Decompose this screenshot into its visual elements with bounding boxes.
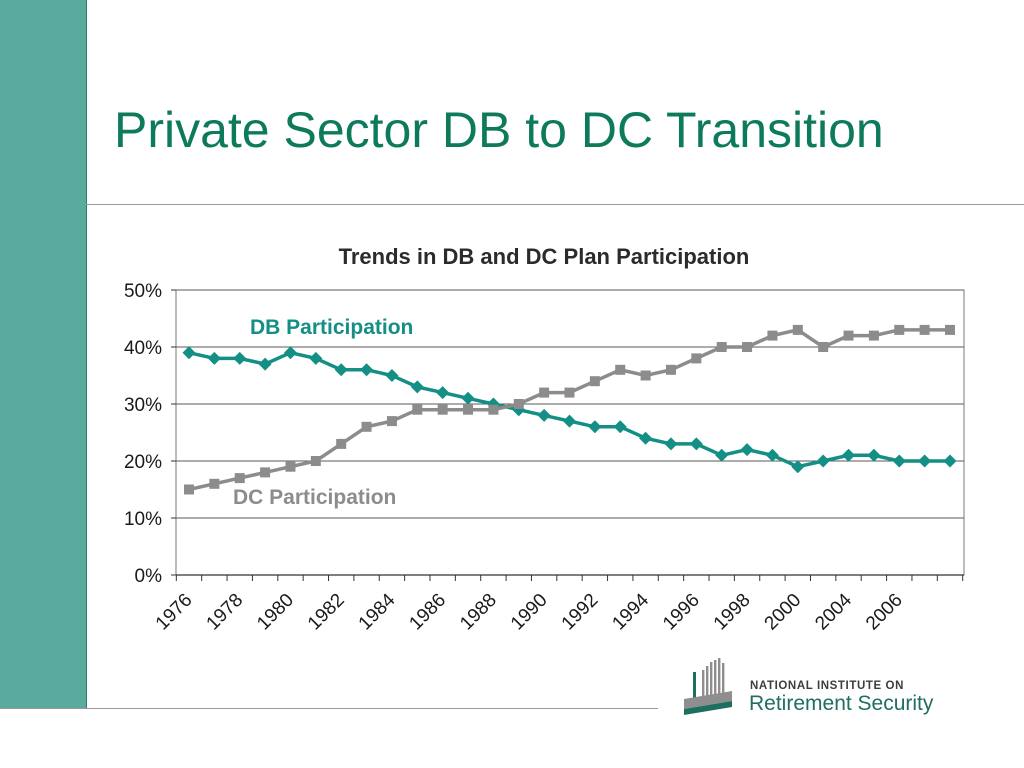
db-data-point xyxy=(334,363,348,377)
dc-data-point xyxy=(209,478,220,489)
footer-divider xyxy=(0,708,658,709)
db-data-point xyxy=(537,408,551,422)
db-data-point xyxy=(715,448,729,462)
x-tick-label: 1982 xyxy=(304,590,349,635)
dc-data-point xyxy=(792,324,803,335)
dc-data-point xyxy=(691,353,702,364)
db-data-point xyxy=(639,431,653,445)
dc-data-point xyxy=(767,330,778,341)
db-data-point xyxy=(816,454,830,468)
dc-data-point xyxy=(615,364,626,375)
chart-series xyxy=(182,324,957,495)
dc-data-point xyxy=(310,456,321,466)
x-tick-label: 1980 xyxy=(253,590,298,635)
db-data-point xyxy=(283,346,297,360)
dc-data-point xyxy=(361,421,372,432)
x-tick-label: 1988 xyxy=(456,590,501,635)
db-data-point xyxy=(664,437,678,451)
dc-data-point xyxy=(742,342,753,352)
x-tick-label: 1998 xyxy=(710,590,755,635)
db-data-point xyxy=(360,363,374,377)
dc-data-point xyxy=(539,387,550,398)
db-data-point xyxy=(892,454,906,468)
dc-data-point xyxy=(513,399,524,409)
dc-participation-label: DC Participation xyxy=(233,486,396,509)
slide-title: Private Sector DB to DC Transition xyxy=(114,102,884,158)
dc-data-point xyxy=(412,404,423,415)
dc-data-point xyxy=(640,370,651,381)
db-data-point xyxy=(182,346,196,360)
dc-data-point xyxy=(184,484,194,495)
dc-data-point xyxy=(234,473,245,484)
dc-data-point xyxy=(260,467,271,478)
dc-data-point xyxy=(716,342,727,352)
dc-data-point xyxy=(843,330,854,341)
dc-data-point xyxy=(589,376,600,387)
nirs-logo: NATIONAL INSTITUTE ON Retirement Securit… xyxy=(680,655,980,725)
x-tick-label: 1976 xyxy=(152,590,197,635)
dc-data-point xyxy=(945,324,955,335)
dc-data-point xyxy=(437,404,448,415)
db-data-point xyxy=(461,391,475,405)
x-tick-label: 1984 xyxy=(355,589,400,634)
y-tick-label: 40% xyxy=(124,338,162,359)
dc-data-point xyxy=(564,387,575,398)
logo-text-retirement-security: Retirement Security xyxy=(749,692,934,715)
db-data-point xyxy=(258,357,272,371)
db-data-point xyxy=(410,380,424,394)
x-tick-label: 2000 xyxy=(761,590,806,635)
db-data-point xyxy=(436,386,450,400)
dc-data-point xyxy=(386,416,397,427)
db-data-point xyxy=(740,443,754,457)
dc-data-point xyxy=(818,342,829,352)
title-divider xyxy=(86,204,1024,205)
x-tick-label: 1986 xyxy=(405,590,450,635)
x-tick-label: 1990 xyxy=(507,590,552,635)
db-data-point xyxy=(943,454,957,468)
dc-data-point xyxy=(868,330,879,341)
dc-data-point xyxy=(488,404,499,415)
y-tick-label: 30% xyxy=(124,395,162,416)
db-data-point xyxy=(689,437,703,451)
building-columns-icon xyxy=(684,658,732,715)
x-tick-label: 1992 xyxy=(558,590,603,635)
x-tick-label: 2006 xyxy=(862,590,907,635)
x-tick-label: 1978 xyxy=(203,590,248,635)
db-data-point xyxy=(867,448,881,462)
y-tick-label: 20% xyxy=(124,452,162,473)
series-line-db xyxy=(188,350,950,469)
x-tick-label: 1994 xyxy=(608,589,653,634)
y-tick-label: 10% xyxy=(124,509,162,530)
dc-data-point xyxy=(919,324,930,335)
db-data-point xyxy=(588,420,602,434)
dc-data-point xyxy=(285,461,296,472)
db-data-point xyxy=(563,414,576,428)
x-tick-label: 1996 xyxy=(659,590,704,635)
y-tick-label: 50% xyxy=(124,281,162,302)
dc-data-point xyxy=(665,364,676,375)
db-data-point xyxy=(385,369,399,382)
logo-text-institute: NATIONAL INSTITUTE ON xyxy=(750,680,905,692)
db-data-point xyxy=(765,448,779,462)
db-data-point xyxy=(207,351,221,365)
db-data-point xyxy=(791,460,805,474)
db-data-point xyxy=(309,351,323,365)
dc-data-point xyxy=(336,438,347,449)
db-data-point xyxy=(613,420,627,434)
y-tick-label: 0% xyxy=(135,566,163,587)
db-participation-label: DB Participation xyxy=(250,316,413,339)
db-data-point xyxy=(842,448,856,462)
dc-data-point xyxy=(463,404,474,415)
x-tick-label: 2004 xyxy=(811,589,856,634)
dc-data-point xyxy=(894,324,905,335)
chart-title: Trends in DB and DC Plan Participation xyxy=(339,244,750,269)
db-data-point xyxy=(233,351,247,365)
db-data-point xyxy=(918,454,932,468)
left-accent-band xyxy=(0,0,87,708)
